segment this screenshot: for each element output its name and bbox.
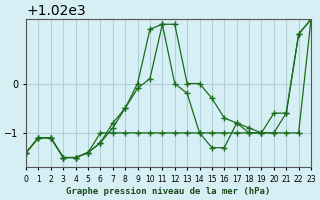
X-axis label: Graphe pression niveau de la mer (hPa): Graphe pression niveau de la mer (hPa) (67, 187, 271, 196)
